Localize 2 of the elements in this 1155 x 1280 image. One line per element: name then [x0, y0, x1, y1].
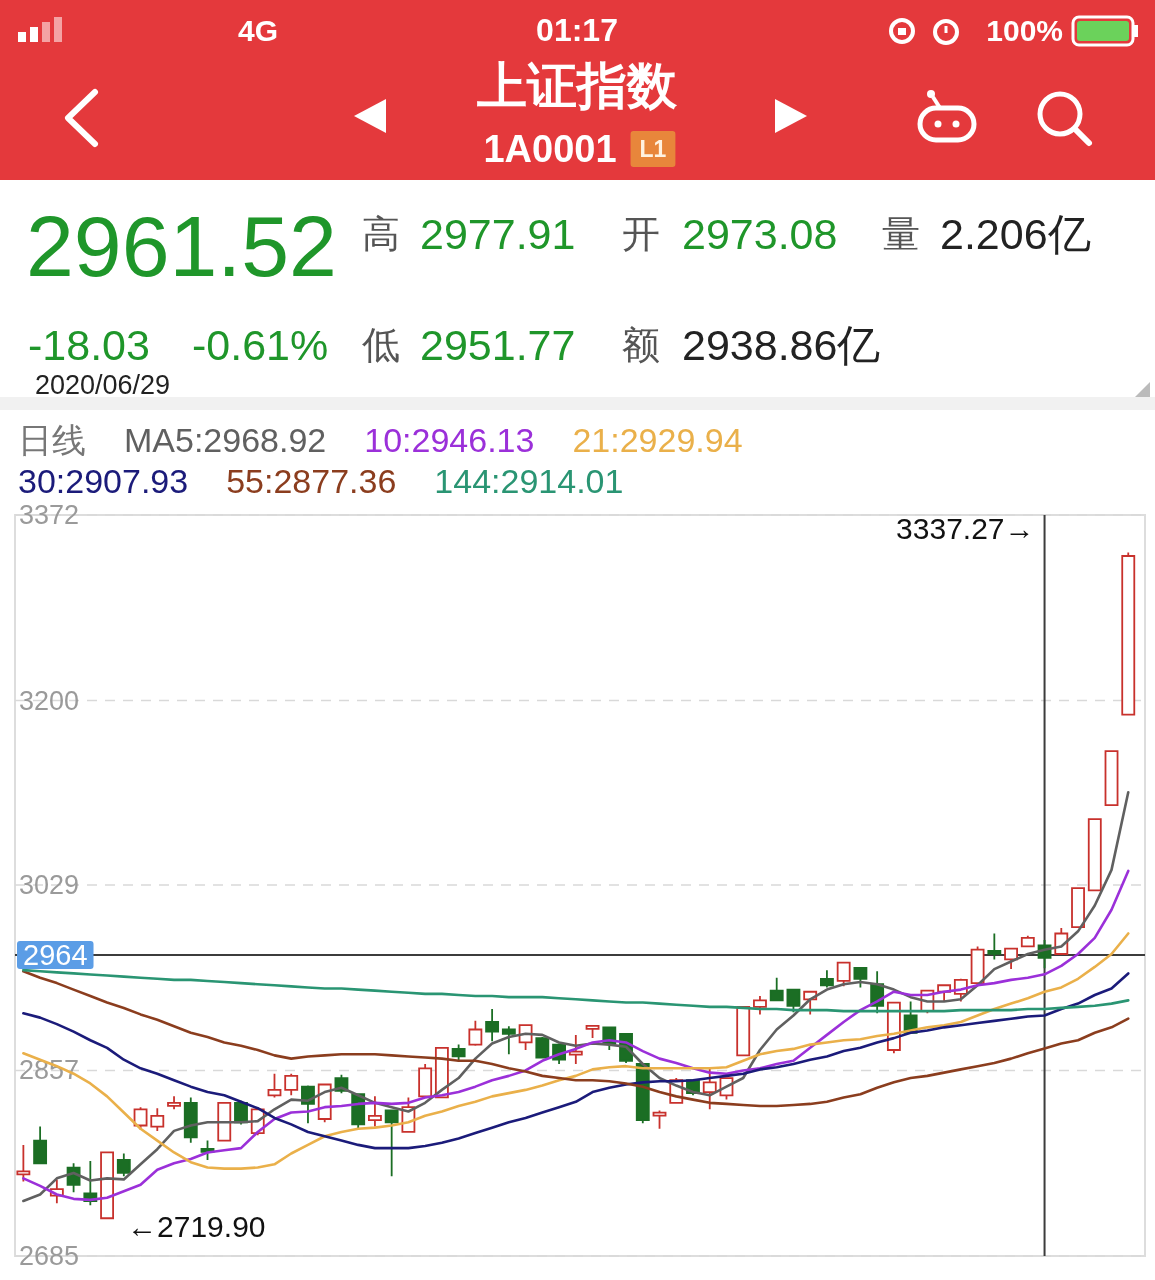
subtitle: 1A0001 — [483, 128, 617, 170]
title: 上证指数 — [477, 58, 677, 114]
